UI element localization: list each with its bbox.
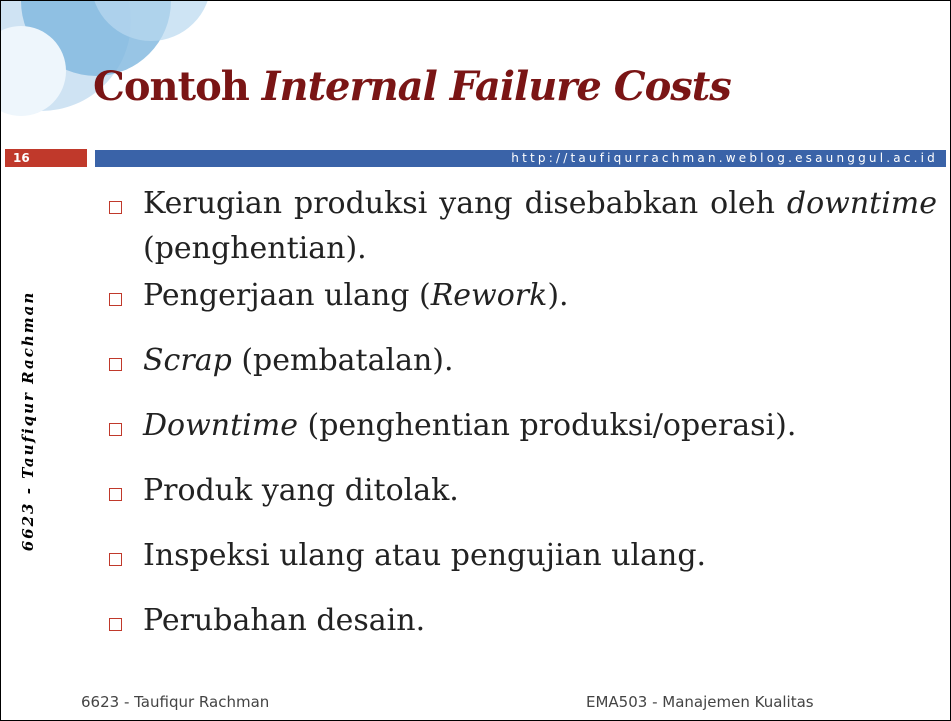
title-text: Contoh: [93, 63, 249, 110]
italic-text: Downtime: [143, 408, 298, 443]
slide-number: 16: [5, 149, 87, 167]
footer-left: 6623 - Taufiqur Rachman: [81, 693, 269, 711]
slide: Contoh Internal Failure Costs 16 http://…: [0, 0, 951, 721]
bullet-marker: [109, 618, 122, 631]
bullet-marker: [109, 293, 122, 306]
bullet-text: Inspeksi ulang atau pengujian ulang.: [143, 533, 937, 578]
bullet-text: Produk yang ditolak.: [143, 468, 937, 513]
bullet-text: Scrap (pembatalan).: [143, 338, 937, 383]
bullet-marker: [109, 553, 122, 566]
italic-text: Rework: [431, 278, 548, 313]
title-italic: Internal Failure Costs: [262, 63, 731, 110]
bullet: Pengerjaan ulang (Rework).: [111, 273, 937, 318]
text: Pengerjaan ulang (: [143, 278, 431, 313]
text: Perubahan desain.: [143, 603, 425, 638]
text: (penghentian).: [143, 231, 367, 266]
slide-title: Contoh Internal Failure Costs: [93, 63, 731, 110]
bullet-marker: [109, 201, 122, 214]
bullet-marker: [109, 423, 122, 436]
bullet: Produk yang ditolak.: [111, 468, 937, 513]
text: (pembatalan).: [232, 343, 454, 378]
text: ).: [547, 278, 568, 313]
bullet-text: Kerugian produksi yang disebabkan oleh d…: [143, 181, 937, 271]
text: Produk yang ditolak.: [143, 473, 459, 508]
side-text: 6623 - Taufiqur Rachman: [19, 291, 37, 552]
italic-text: downtime: [787, 186, 937, 221]
bullet: Scrap (pembatalan).: [111, 338, 937, 383]
url-bar: http://taufiqurrachman.weblog.esaunggul.…: [95, 150, 946, 167]
text: Kerugian produksi yang disebabkan oleh: [143, 186, 787, 221]
bullet-text: Downtime (penghentian produksi/operasi).: [143, 403, 937, 448]
bullet: Kerugian produksi yang disebabkan oleh d…: [111, 181, 937, 271]
bullet-text: Pengerjaan ulang (Rework).: [143, 273, 937, 318]
bullet-text: Perubahan desain.: [143, 598, 937, 643]
text: Inspeksi ulang atau pengujian ulang.: [143, 538, 706, 573]
text: (penghentian produksi/operasi).: [298, 408, 796, 443]
bullet: Perubahan desain.: [111, 598, 937, 643]
bullet-list: Kerugian produksi yang disebabkan oleh d…: [111, 181, 937, 663]
bullet-marker: [109, 358, 122, 371]
bullet-marker: [109, 488, 122, 501]
bullet: Inspeksi ulang atau pengujian ulang.: [111, 533, 937, 578]
footer-right: EMA503 - Manajemen Kualitas: [586, 693, 814, 711]
italic-text: Scrap: [143, 343, 232, 378]
bullet: Downtime (penghentian produksi/operasi).: [111, 403, 937, 448]
